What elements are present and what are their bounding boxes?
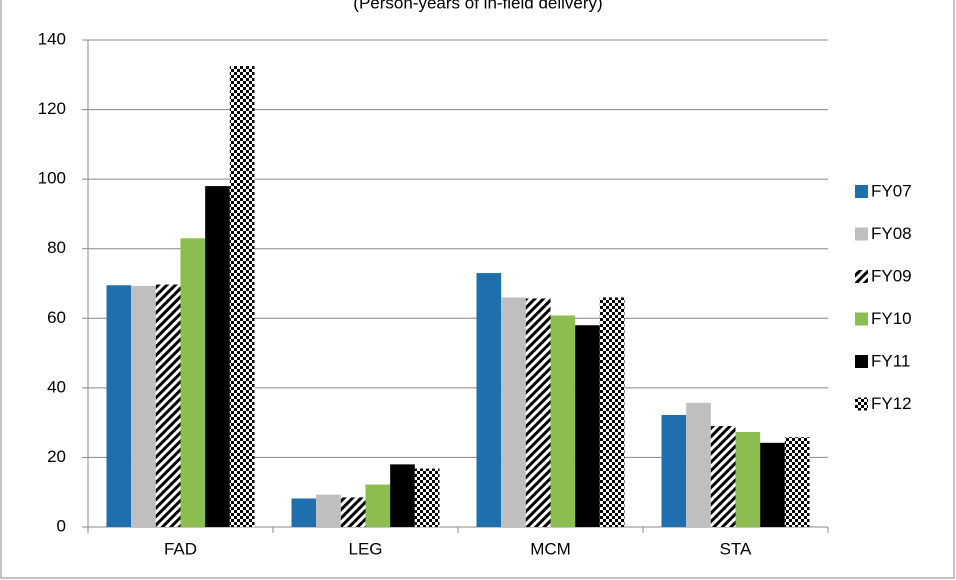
bar (229, 66, 255, 527)
y-tick-label: 80 (47, 238, 66, 257)
bar (476, 273, 502, 527)
bar (316, 494, 341, 527)
bar (575, 325, 600, 527)
bar (710, 426, 736, 527)
bar (501, 297, 526, 527)
y-tick-label: 0 (57, 516, 66, 535)
y-tick-label: 140 (38, 29, 66, 48)
bar (784, 437, 810, 527)
y-tick-label: 40 (47, 377, 66, 396)
legend-label: FY07 (871, 181, 912, 200)
x-tick-label: MCM (530, 539, 571, 558)
chart-subtitle: (Person-years of in-field delivery) (353, 0, 602, 12)
bar (661, 414, 687, 527)
legend-label: FY08 (871, 224, 912, 243)
legend-label: FY09 (871, 266, 912, 285)
y-tick-label: 120 (38, 99, 66, 118)
bar (340, 497, 366, 527)
legend-label: FY12 (871, 394, 912, 413)
legend-label: FY10 (871, 309, 912, 328)
bar (180, 238, 206, 527)
bar (155, 284, 181, 527)
bar (131, 285, 156, 527)
bar (525, 298, 551, 527)
bar (760, 442, 785, 527)
bar (550, 315, 576, 527)
legend-swatch (855, 355, 868, 368)
bar (365, 484, 391, 527)
x-tick-label: FAD (164, 539, 197, 558)
bar (414, 468, 440, 527)
legend-swatch (855, 270, 868, 283)
y-tick-label: 60 (47, 308, 66, 327)
legend-label: FY11 (871, 351, 910, 370)
legend-swatch (855, 397, 868, 411)
bar (291, 498, 317, 527)
bar (686, 402, 711, 527)
y-tick-label: 100 (38, 169, 66, 188)
legend-swatch (855, 227, 868, 241)
legend-swatch (855, 312, 868, 326)
bar (390, 464, 415, 527)
y-tick-label: 20 (47, 447, 66, 466)
legend-swatch (855, 185, 868, 198)
x-tick-label: LEG (348, 539, 382, 558)
bar (106, 285, 132, 527)
bar (599, 297, 625, 527)
x-tick-label: STA (720, 539, 752, 558)
bar (205, 186, 230, 527)
bar (735, 432, 761, 527)
